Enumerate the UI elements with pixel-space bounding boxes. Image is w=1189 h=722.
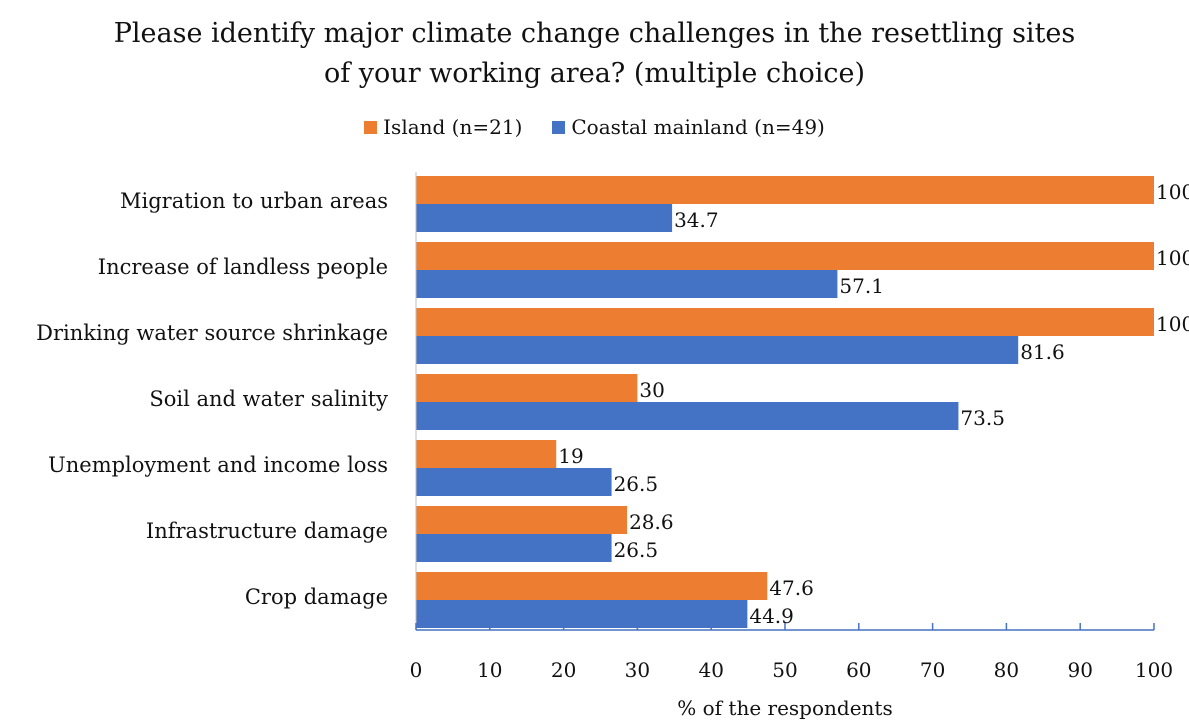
legend-swatch-coastal-mainland <box>552 120 566 134</box>
category-label: Crop damage <box>245 585 388 609</box>
x-tick-label: 80 <box>994 658 1019 682</box>
x-tick-label: 60 <box>846 658 871 682</box>
data-label: 26.5 <box>614 472 659 496</box>
data-label: 30 <box>639 378 664 402</box>
bar-coastal-mainland <box>416 600 748 628</box>
chart-title-line-2: of your working area? (multiple choice) <box>323 58 866 89</box>
legend-label-coastal-mainland: Coastal mainland (n=49) <box>571 115 825 139</box>
chart-title-line-1: Please identify major climate change cha… <box>113 18 1076 49</box>
x-tick-label: 10 <box>477 658 502 682</box>
bar-coastal-mainland <box>416 204 673 232</box>
bar-island <box>416 242 1154 270</box>
bar-island <box>416 572 768 600</box>
category-label: Infrastructure damage <box>146 519 388 543</box>
data-label: 81.6 <box>1020 340 1065 364</box>
bar-coastal-mainland <box>416 402 959 430</box>
chart-title: Please identify major climate change cha… <box>0 14 1189 94</box>
legend-label-island: Island (n=21) <box>383 115 523 139</box>
x-tick-label: 20 <box>551 658 576 682</box>
data-label: 44.9 <box>749 604 794 628</box>
bar-coastal-mainland <box>416 270 838 298</box>
category-label: Soil and water salinity <box>149 387 388 411</box>
legend-item-coastal-mainland: Coastal mainland (n=49) <box>552 115 825 139</box>
x-tick-label: 90 <box>1067 658 1092 682</box>
x-tick-label: 30 <box>625 658 650 682</box>
x-axis-title: % of the respondents <box>677 696 892 720</box>
category-label: Drinking water source shrinkage <box>36 321 388 345</box>
bar-island <box>416 176 1154 204</box>
x-tick-label: 50 <box>772 658 797 682</box>
data-label: 57.1 <box>839 274 884 298</box>
category-label: Unemployment and income loss <box>48 453 388 477</box>
data-label: 28.6 <box>629 510 674 534</box>
bar-coastal-mainland <box>416 336 1019 364</box>
legend-item-island: Island (n=21) <box>364 115 522 139</box>
category-label: Increase of landless people <box>98 255 388 279</box>
data-label: 73.5 <box>960 406 1005 430</box>
legend-swatch-island <box>364 120 378 134</box>
data-label: 19 <box>558 444 583 468</box>
data-label: 34.7 <box>674 208 719 232</box>
data-label: 100 <box>1156 180 1189 204</box>
category-label: Migration to urban areas <box>120 189 388 213</box>
bar-island <box>416 440 557 468</box>
x-tick-label: 40 <box>698 658 723 682</box>
bar-island <box>416 374 638 402</box>
data-label: 100 <box>1156 312 1189 336</box>
legend: Island (n=21) Coastal mainland (n=49) <box>0 115 1189 139</box>
bar-coastal-mainland <box>416 534 612 562</box>
data-label: 47.6 <box>769 576 814 600</box>
bar-coastal-mainland <box>416 468 612 496</box>
x-tick-label: 70 <box>920 658 945 682</box>
x-tick-label: 100 <box>1135 658 1173 682</box>
bar-island <box>416 308 1154 336</box>
x-tick-label: 0 <box>410 658 423 682</box>
data-label: 26.5 <box>614 538 659 562</box>
bar-island <box>416 506 628 534</box>
data-label: 100 <box>1156 246 1189 270</box>
